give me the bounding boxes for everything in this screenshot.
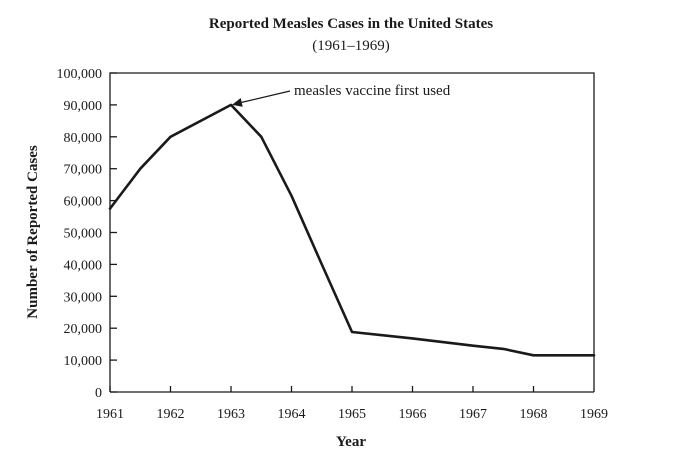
x-tick-label: 1967	[459, 407, 487, 422]
y-tick-label: 80,000	[64, 131, 103, 146]
y-tick-label: 40,000	[64, 258, 103, 273]
x-tick-label: 1969	[580, 407, 608, 422]
x-tick-label: 1964	[278, 407, 306, 422]
x-tick-label: 1968	[520, 407, 548, 422]
y-tick-label: 100,000	[57, 67, 103, 82]
x-tick-label: 1966	[399, 407, 427, 422]
annotation-label: measles vaccine first used	[294, 83, 451, 99]
chart-title: Reported Measles Cases in the United Sta…	[209, 16, 493, 32]
y-tick-label: 90,000	[64, 99, 103, 114]
chart-subtitle: (1961–1969)	[312, 38, 390, 54]
y-tick-label: 70,000	[64, 163, 103, 178]
y-tick-label: 50,000	[64, 227, 103, 242]
x-tick-label: 1961	[96, 407, 124, 422]
y-tick-label: 20,000	[64, 322, 103, 337]
series-line-reported-cases	[108, 103, 596, 357]
y-tick-label: 10,000	[64, 354, 103, 369]
vaccine-annotation: measles vaccine first used	[232, 83, 451, 107]
y-axis-title: Number of Reported Cases	[25, 145, 41, 319]
y-tick-label: 0	[95, 386, 102, 401]
x-tick-label: 1965	[338, 407, 366, 422]
x-tick-label: 1963	[217, 407, 245, 422]
y-axis-ticks: 0 10,000 20,000 30,000 40,000 50,000 60,000 70,…	[57, 67, 117, 401]
y-tick-label: 60,000	[64, 195, 103, 210]
x-tick-label: 1962	[157, 407, 185, 422]
x-axis-title: Year	[336, 434, 366, 450]
x-axis-ticks: 1961 1962 1963 1964 1965 1966 1967 1968 1969	[96, 386, 608, 422]
annotation-arrow-line	[241, 90, 291, 104]
annotation-arrow-head	[232, 98, 243, 107]
y-tick-label: 30,000	[64, 290, 103, 305]
plot-frame	[109, 72, 595, 393]
